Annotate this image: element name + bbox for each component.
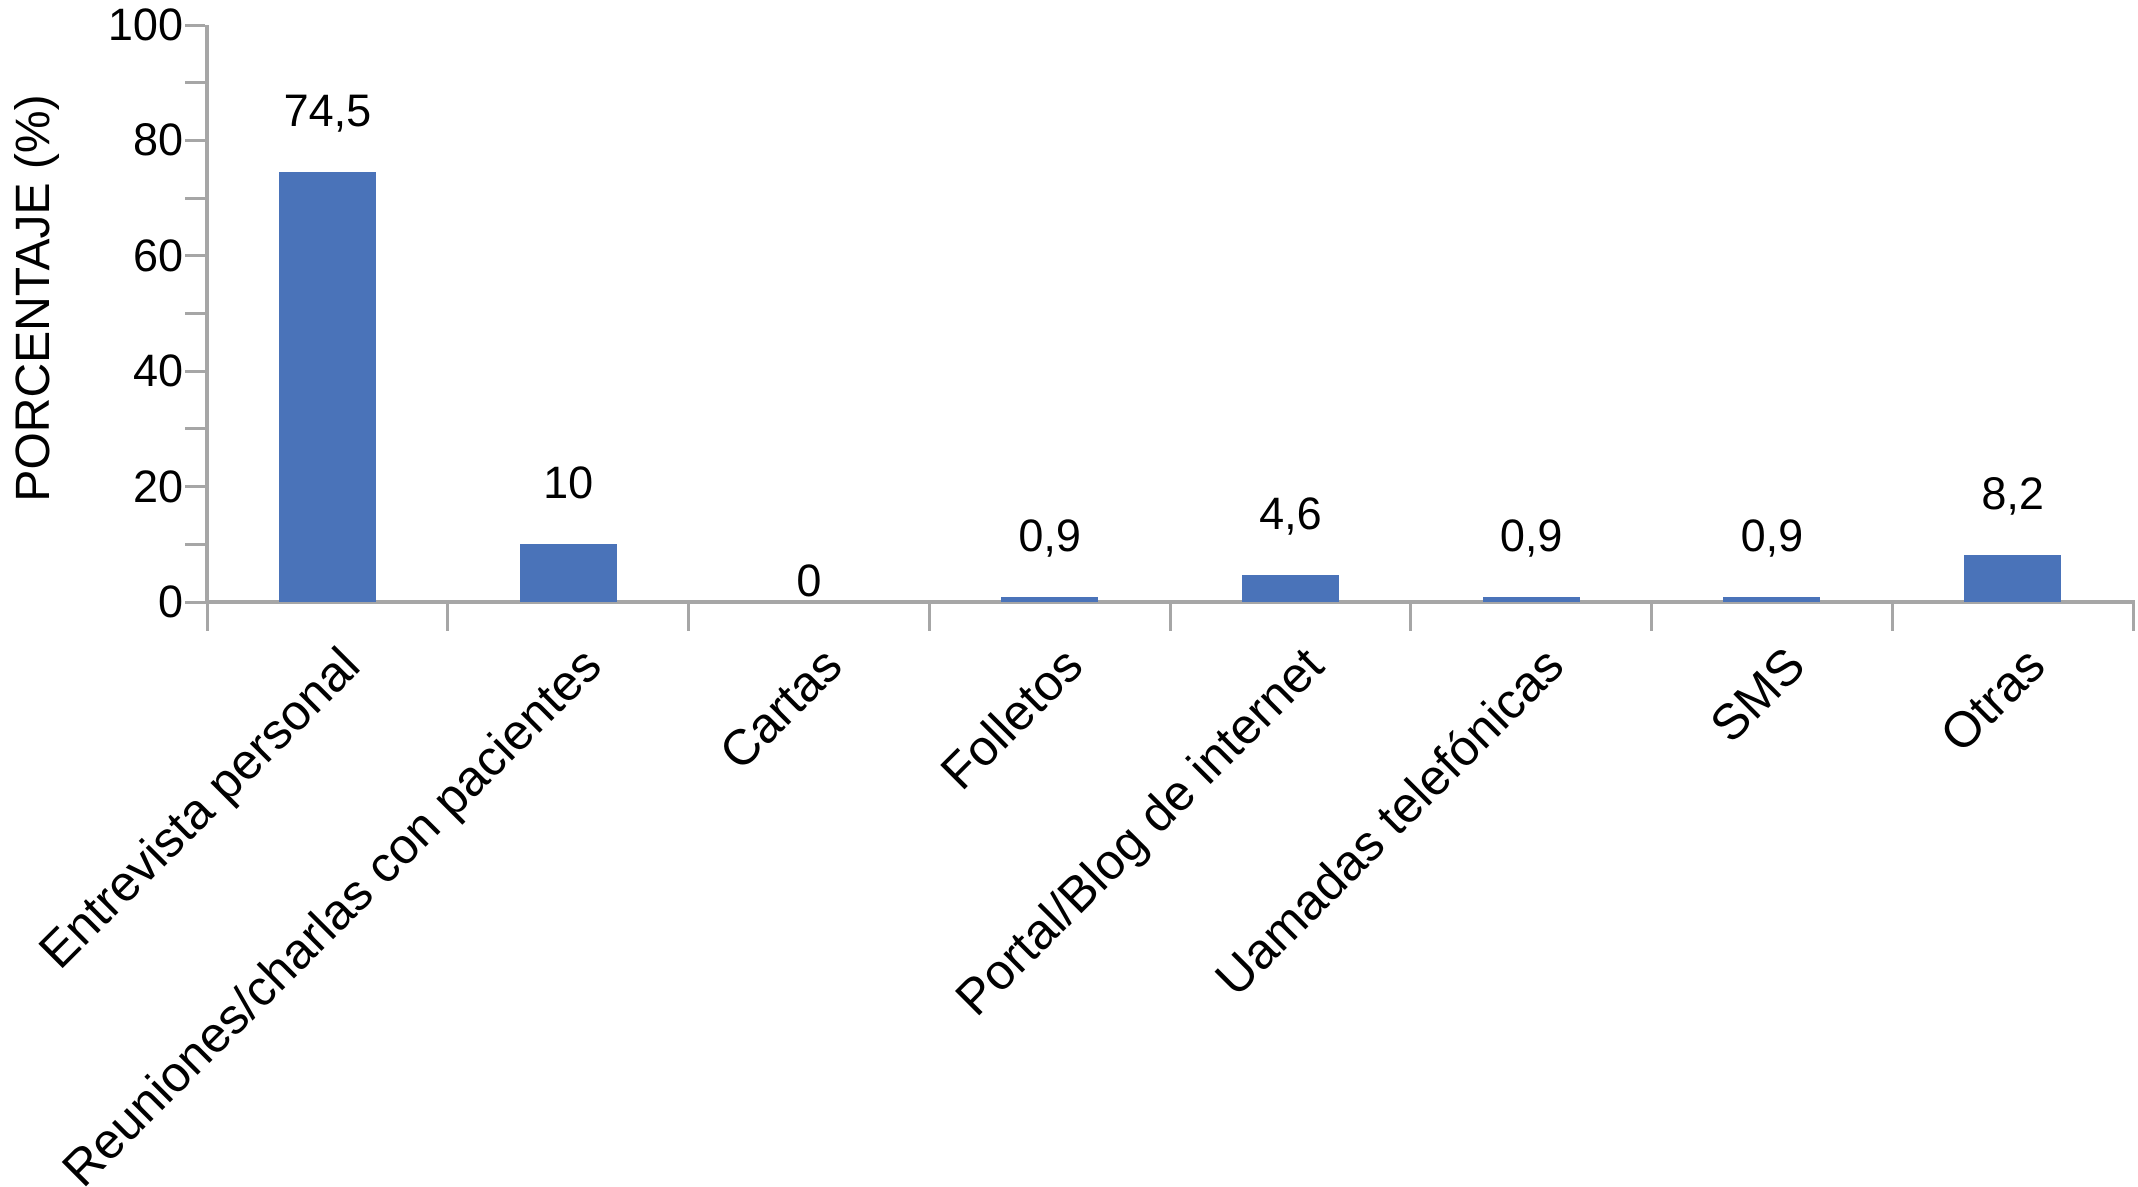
- category-label: Cartas: [708, 636, 853, 781]
- y-axis-tick: [185, 369, 205, 373]
- y-tick-label: 80: [132, 114, 183, 166]
- bar-value-label: 0,9: [1740, 510, 1804, 561]
- category-label: Folletos: [929, 636, 1093, 800]
- bar-value-label: 10: [543, 457, 594, 508]
- bar: [1723, 597, 1821, 602]
- bar: [278, 172, 376, 602]
- y-axis-tick: [185, 542, 205, 546]
- x-axis-tick: [927, 602, 931, 631]
- x-axis-tick: [205, 602, 209, 631]
- x-axis-tick: [687, 602, 690, 631]
- category-label: SMS: [1698, 636, 1816, 753]
- bar: [1964, 555, 2062, 602]
- y-tick-label: 20: [132, 460, 183, 512]
- y-axis-tick: [185, 81, 205, 85]
- bar-value-label: 0,9: [1018, 510, 1081, 561]
- bar-value-label: 74,5: [283, 85, 372, 136]
- y-axis-tick: [185, 600, 205, 604]
- y-tick-label: 100: [107, 0, 183, 50]
- y-tick-label: 40: [132, 345, 183, 397]
- x-axis-tick: [1890, 602, 1894, 631]
- x-axis-tick: [2131, 602, 2135, 631]
- bar-value-label: 4,6: [1259, 488, 1322, 539]
- category-label: Reuniones/charlas con pacientes: [50, 636, 612, 1187]
- y-tick-label: 60: [132, 229, 183, 281]
- x-axis-tick: [446, 602, 450, 631]
- y-axis-tick: [185, 196, 205, 200]
- x-axis-tick: [1409, 602, 1413, 631]
- bar: [1241, 575, 1339, 602]
- y-axis-tick: [185, 254, 205, 258]
- y-axis-tick: [185, 138, 205, 142]
- bar: [519, 544, 617, 602]
- bar: [1001, 597, 1099, 602]
- bar-value-label: 8,2: [1981, 468, 2044, 519]
- y-axis-tick: [185, 312, 205, 315]
- x-axis-tick: [1168, 602, 1172, 631]
- y-tick-label: 0: [157, 576, 183, 627]
- y-axis-tick: [185, 427, 205, 431]
- y-axis-line: [205, 25, 209, 602]
- x-axis-tick: [1650, 602, 1653, 631]
- category-label: Otras: [1929, 636, 2056, 763]
- y-axis-tick: [185, 23, 205, 27]
- y-axis-tick: [185, 485, 205, 489]
- bar: [1482, 597, 1580, 602]
- bar-value-label: 0,9: [1499, 510, 1563, 561]
- bar-value-label: 0: [796, 555, 822, 606]
